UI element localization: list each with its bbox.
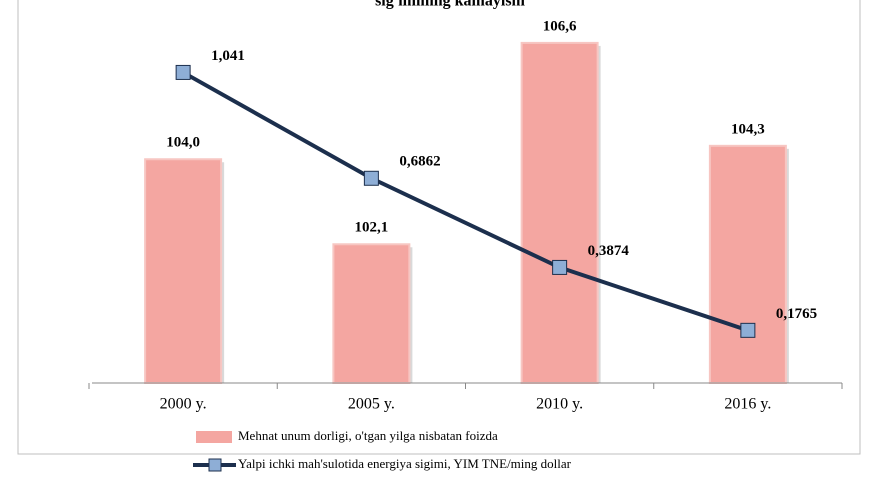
line-value-label: 0,6862 (399, 154, 440, 170)
x-tick-label: 2010 y. (536, 396, 583, 413)
x-tick-label: 2000 y. (160, 396, 207, 413)
x-tick-label: 2016 y. (724, 396, 771, 413)
bar (332, 243, 411, 384)
line-value-label: 0,1765 (776, 306, 817, 322)
bar-value-label: 104,3 (731, 121, 765, 137)
legend-swatch-marker (208, 458, 222, 472)
bar (708, 144, 787, 384)
line-value-label: 0,3874 (588, 243, 630, 259)
line-marker (740, 322, 756, 338)
line-marker (363, 170, 379, 186)
bar-value-label: 102,1 (355, 220, 389, 236)
bar (520, 41, 599, 385)
x-tick-label: 2005 y. (348, 396, 395, 413)
line-marker (552, 259, 568, 275)
legend-label: Mehnat unum dorligi, o'tgan yilga nisbat… (238, 428, 498, 443)
legend-swatch (196, 431, 232, 443)
bar-value-label: 106,6 (543, 18, 577, 34)
chart-title: sig'imining kamayishi (375, 0, 525, 10)
legend-label: Yalpi ichki mah'sulotida energiya sigimi… (238, 456, 572, 471)
line-marker (175, 64, 191, 80)
bar (144, 158, 223, 384)
line-series (182, 70, 749, 333)
line-value-label: 1,041 (211, 48, 245, 64)
bar-value-label: 104,0 (166, 135, 200, 151)
